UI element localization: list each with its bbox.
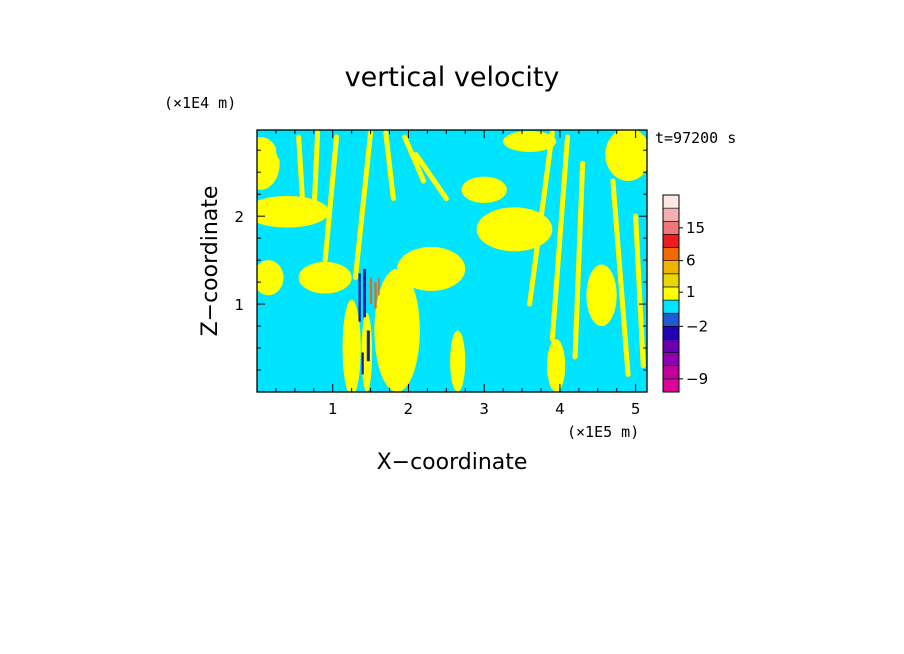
heatmap-streak-3: [383, 130, 396, 202]
heatmap-region-11: [586, 264, 617, 327]
colorbar-bin: [662, 286, 680, 301]
heatmap-region-5: [374, 268, 420, 392]
heatmap-region-1: [257, 195, 329, 228]
y-axis: 12: [234, 149, 647, 371]
heatmap-streak-2: [322, 134, 340, 263]
heatmap-area: [256, 129, 648, 393]
chart-title: vertical velocity: [345, 62, 560, 93]
x-tick-label: 4: [555, 400, 565, 418]
heatmap-streak-0: [296, 134, 305, 202]
heatmap-region-15: [450, 330, 466, 392]
colorbar-bin: [662, 247, 680, 261]
plot-frame: [256, 129, 648, 393]
y-tick-label: 1: [234, 296, 244, 314]
heatmap-region-2: [257, 260, 284, 296]
colorbar-bin: [662, 339, 680, 353]
heatmap-streak-10: [633, 213, 646, 369]
x-tick-label: 3: [479, 400, 489, 418]
colorbar-label: 1: [686, 283, 696, 301]
x-axis-label: X−coordinate: [377, 450, 528, 475]
heatmap-region-3: [298, 261, 352, 294]
colorbar-bin: [662, 234, 680, 248]
x-tick-label: 2: [404, 400, 414, 418]
colorbar-bin: [662, 312, 680, 327]
y-tick-label: 2: [234, 208, 244, 226]
heatmap-core-3: [369, 277, 373, 305]
y-axis-label: Z−coordinate: [198, 186, 223, 337]
colorbar-bin: [662, 207, 680, 222]
heatmap-streak-5: [413, 152, 449, 202]
x-axis: 1 2 3 4 5: [275, 130, 641, 418]
heatmap-region-0: [257, 137, 280, 190]
colorbar-bin: [662, 352, 680, 367]
heatmap-streak-8: [572, 160, 586, 360]
heatmap-region-7: [461, 176, 507, 203]
x-scale-label: (×1E5 m): [567, 423, 639, 441]
heatmap-region-6: [397, 246, 466, 291]
colorbar-label: 6: [686, 252, 696, 270]
heatmap-core-0: [358, 273, 361, 322]
colorbar-label: 15: [686, 219, 705, 237]
colorbar-label: −2: [686, 317, 708, 335]
x-tick-label: 1: [328, 400, 338, 418]
y-scale-label: (×1E4 m): [164, 94, 236, 112]
heatmap-region-10: [605, 130, 647, 181]
heatmap-core-5: [361, 352, 364, 375]
heatmap-streak-6: [527, 130, 555, 307]
heatmap-core-4: [374, 282, 377, 309]
colorbar-bin: [662, 260, 680, 275]
time-label: t=97200 s: [655, 129, 736, 147]
colorbar: −9 −2 1 6 15: [662, 194, 708, 393]
heatmap-streak-4: [402, 134, 427, 184]
heatmap-region-9: [503, 130, 557, 152]
colorbar-bin: [662, 365, 680, 380]
colorbar-label: −9: [686, 370, 708, 388]
x-tick-label: 5: [631, 400, 641, 418]
heatmap-core-2: [366, 330, 370, 362]
heatmap-core-1: [363, 268, 367, 318]
colorbar-bin: [662, 273, 680, 288]
colorbar-bin: [662, 220, 680, 235]
heatmap-streak-1: [311, 130, 321, 219]
heatmap-streak-9: [610, 178, 631, 377]
heatmap-streak-7: [549, 134, 570, 342]
colorbar-bin: [662, 299, 680, 314]
colorbar-bin: [662, 326, 680, 340]
heatmap-core-6: [378, 277, 380, 296]
heatmap-region-14: [547, 339, 566, 392]
colorbar-frame: [662, 194, 680, 393]
colorbar-bin: [662, 194, 680, 209]
colorbar-bin: [662, 378, 680, 393]
heatmap-streak-11: [352, 130, 374, 281]
heatmap-region-4: [342, 299, 361, 392]
heatmap-region-12: [457, 290, 496, 344]
heatmap-region-8: [476, 207, 553, 252]
